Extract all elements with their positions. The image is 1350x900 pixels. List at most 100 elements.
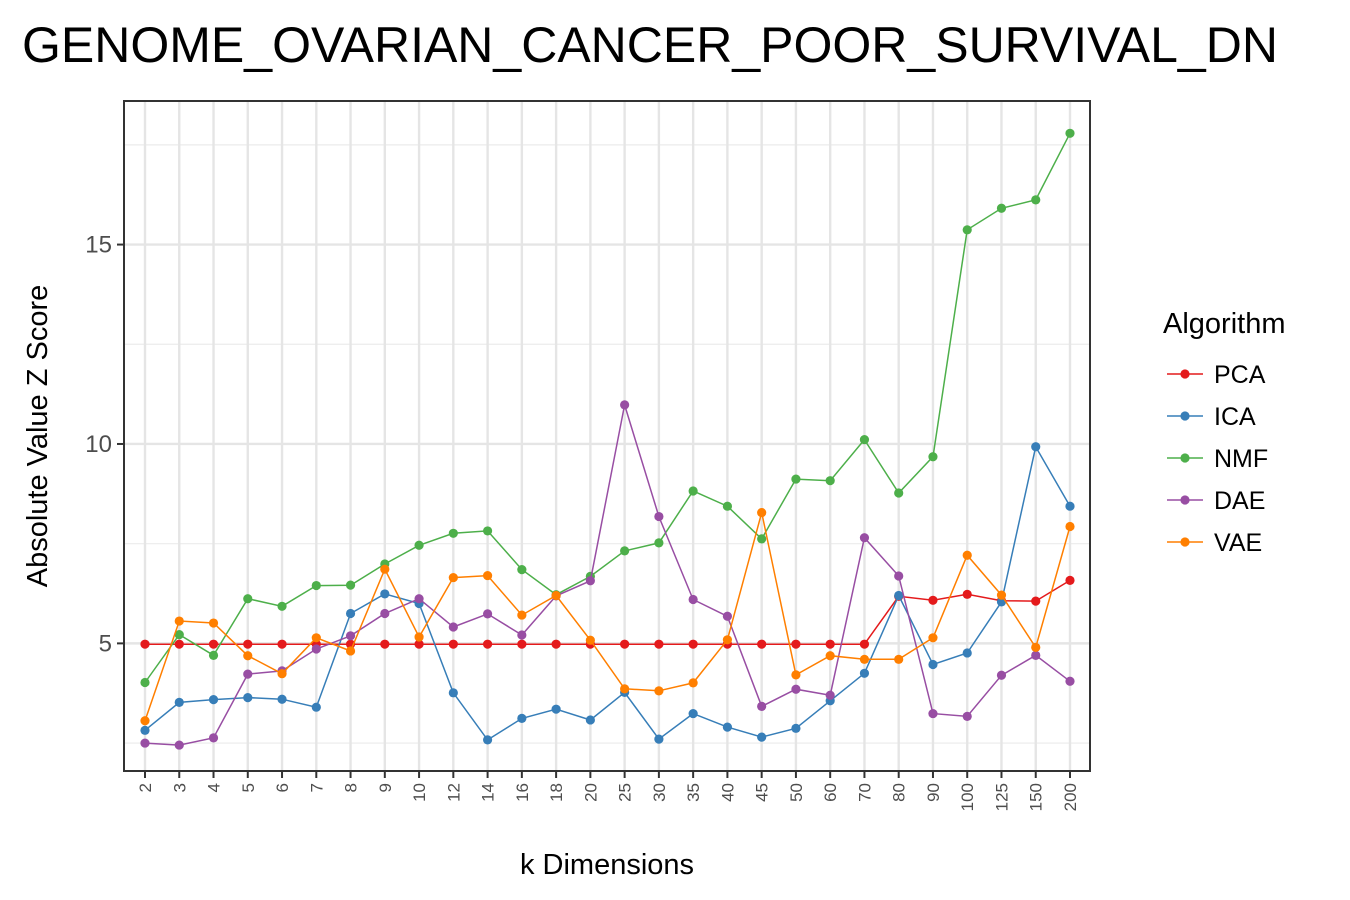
data-point-vae	[243, 651, 253, 661]
x-tick-label: 20	[581, 783, 600, 802]
data-point-nmf	[517, 565, 527, 575]
x-tick-label: 12	[444, 783, 463, 802]
x-tick-label: 4	[205, 783, 224, 792]
data-point-dae	[517, 630, 527, 640]
x-tick-label: 60	[821, 783, 840, 802]
legend-key-point	[1180, 537, 1190, 547]
x-tick-label: 40	[718, 783, 737, 802]
data-point-ica	[311, 702, 321, 712]
series-line-vae	[144, 512, 1071, 722]
series-line-ica	[144, 444, 1071, 741]
x-tick-label: 2	[136, 783, 155, 792]
data-point-nmf	[722, 501, 733, 511]
data-point-dae	[654, 511, 664, 522]
data-point-pca	[208, 639, 219, 649]
y-axis: 5 10 15	[85, 232, 124, 657]
legend-item-ica: ICA	[1167, 403, 1256, 431]
grid-layer	[124, 101, 1090, 771]
data-point-nmf	[962, 225, 972, 235]
data-point-vae	[996, 590, 1007, 600]
data-point-dae	[1065, 676, 1075, 686]
x-tick-label: 16	[513, 783, 532, 802]
x-tick-label: 30	[650, 783, 669, 802]
data-point-pca	[482, 639, 493, 649]
data-point-dae	[1031, 650, 1041, 660]
legend-key-point	[1180, 495, 1190, 505]
data-point-pca	[517, 639, 527, 649]
data-point-vae	[551, 590, 561, 601]
data-point-vae	[585, 635, 595, 645]
legend: Algorithm PCA ICA NMF DAE VAE	[1163, 308, 1286, 557]
x-tick-label: 200	[1061, 783, 1080, 811]
data-point-ica	[688, 708, 698, 719]
series-line-pca	[145, 579, 1071, 645]
data-point-nmf	[311, 580, 321, 591]
data-point-nmf	[996, 203, 1007, 213]
data-point-pca	[620, 639, 630, 649]
data-point-nmf	[859, 434, 870, 445]
data-point-vae	[311, 633, 321, 643]
data-point-dae	[140, 738, 150, 748]
series-vae	[140, 507, 1075, 726]
data-point-ica	[894, 590, 904, 601]
data-point-ica	[208, 695, 219, 705]
x-tick-label: 70	[855, 783, 874, 802]
data-point-dae	[996, 670, 1007, 680]
x-tick-label: 3	[170, 783, 189, 792]
data-point-vae	[1065, 521, 1075, 532]
legend-item-vae: VAE	[1167, 529, 1262, 557]
y-tick-label: 15	[85, 232, 112, 259]
chart-title: GENOME_OVARIAN_CANCER_POOR_SURVIVAL_DN	[22, 17, 1278, 73]
data-point-dae	[482, 609, 493, 619]
data-point-ica	[1065, 501, 1075, 511]
legend-items: PCA ICA NMF DAE VAE	[1167, 361, 1268, 557]
data-point-dae	[722, 611, 733, 621]
legend-label: PCA	[1214, 361, 1266, 389]
data-point-nmf	[414, 540, 424, 550]
data-point-nmf	[654, 538, 664, 548]
data-point-vae	[962, 550, 972, 560]
data-point-vae	[448, 572, 458, 583]
data-point-ica	[277, 694, 287, 704]
x-tick-label: 25	[616, 783, 635, 802]
legend-label: NMF	[1214, 445, 1268, 473]
data-point-vae	[1031, 642, 1041, 652]
data-point-nmf	[243, 594, 253, 604]
data-point-nmf	[174, 630, 184, 640]
series-line-dae	[144, 404, 1071, 746]
x-tick-label: 90	[924, 783, 943, 802]
data-point-ica	[1031, 442, 1041, 452]
data-point-pca	[414, 639, 424, 649]
x-tick-label: 100	[958, 783, 977, 811]
legend-title: Algorithm	[1163, 308, 1286, 340]
data-point-dae	[345, 631, 356, 641]
data-point-ica	[757, 732, 767, 742]
x-tick-label: 35	[684, 783, 703, 802]
data-point-ica	[345, 608, 356, 619]
data-point-dae	[757, 701, 767, 711]
data-point-dae	[620, 400, 630, 410]
x-axis: 2 3 4 5 6 7 8 9 10 12 14 16 18 20 25 30 35 40 45 50 60 70 80 90…	[136, 771, 1080, 811]
data-point-dae	[894, 571, 904, 581]
data-point-dae	[791, 684, 801, 694]
data-point-dae	[243, 669, 253, 679]
data-point-pca	[688, 639, 698, 649]
data-point-vae	[208, 618, 219, 628]
data-point-dae	[585, 576, 595, 586]
data-point-vae	[825, 651, 835, 661]
x-tick-label: 150	[1027, 783, 1046, 811]
data-point-dae	[928, 708, 938, 719]
x-tick-label: 45	[753, 783, 772, 802]
data-point-ica	[551, 704, 561, 714]
data-point-vae	[791, 670, 801, 680]
data-point-ica	[140, 725, 150, 735]
data-point-pca	[654, 639, 664, 649]
data-point-nmf	[894, 488, 904, 498]
data-point-pca	[243, 639, 253, 649]
data-point-nmf	[791, 474, 801, 484]
data-point-nmf	[482, 526, 493, 536]
data-point-ica	[654, 734, 664, 744]
data-point-nmf	[1065, 128, 1075, 138]
data-point-pca	[859, 639, 870, 649]
x-tick-label: 8	[342, 783, 361, 792]
